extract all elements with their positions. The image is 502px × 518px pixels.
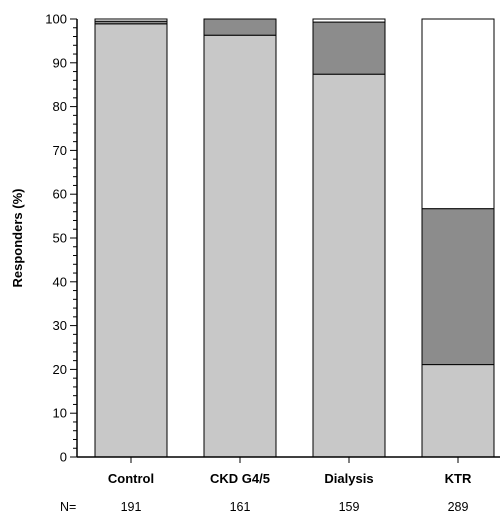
x-tick-label: KTR	[445, 471, 472, 486]
y-tick-label: 70	[53, 143, 67, 158]
x-tick-label: CKD G4/5	[210, 471, 270, 486]
x-tick-label: Control	[108, 471, 154, 486]
bar-segment	[203, 18, 277, 36]
n-values: 191 161 159 289	[121, 500, 469, 514]
n-value: 191	[121, 500, 142, 514]
bar-segment	[421, 208, 495, 366]
y-tick-label: 80	[53, 99, 67, 114]
bar-segment	[421, 364, 495, 458]
y-axis: 0 10 20 30 40 50 60 70 80 90 100	[45, 12, 78, 465]
n-value: 161	[230, 500, 251, 514]
y-tick-label: 40	[53, 274, 67, 289]
y-tick-label: 0	[60, 450, 67, 465]
n-value: 159	[339, 500, 360, 514]
y-tick-label: 100	[45, 12, 67, 27]
bar-segment	[312, 18, 386, 23]
y-tick-label: 50	[53, 231, 67, 246]
bar-segment	[94, 23, 168, 458]
bar-segment	[94, 18, 168, 22]
bar-segment	[421, 18, 495, 210]
x-tick-label: Dialysis	[324, 471, 373, 486]
bars-group	[94, 18, 495, 458]
n-value: 289	[448, 500, 469, 514]
n-label: N=	[60, 500, 76, 514]
x-axis: Control CKD G4/5 Dialysis KTR	[77, 456, 500, 486]
bar-segment	[312, 21, 386, 75]
bar-segment	[203, 34, 277, 458]
y-axis-title: Responders (%)	[10, 189, 25, 288]
bar-segment	[312, 73, 386, 458]
y-tick-label: 20	[53, 362, 67, 377]
y-tick-label: 10	[53, 406, 67, 421]
y-tick-label: 90	[53, 55, 67, 70]
y-tick-label: 30	[53, 318, 67, 333]
y-tick-label: 60	[53, 187, 67, 202]
